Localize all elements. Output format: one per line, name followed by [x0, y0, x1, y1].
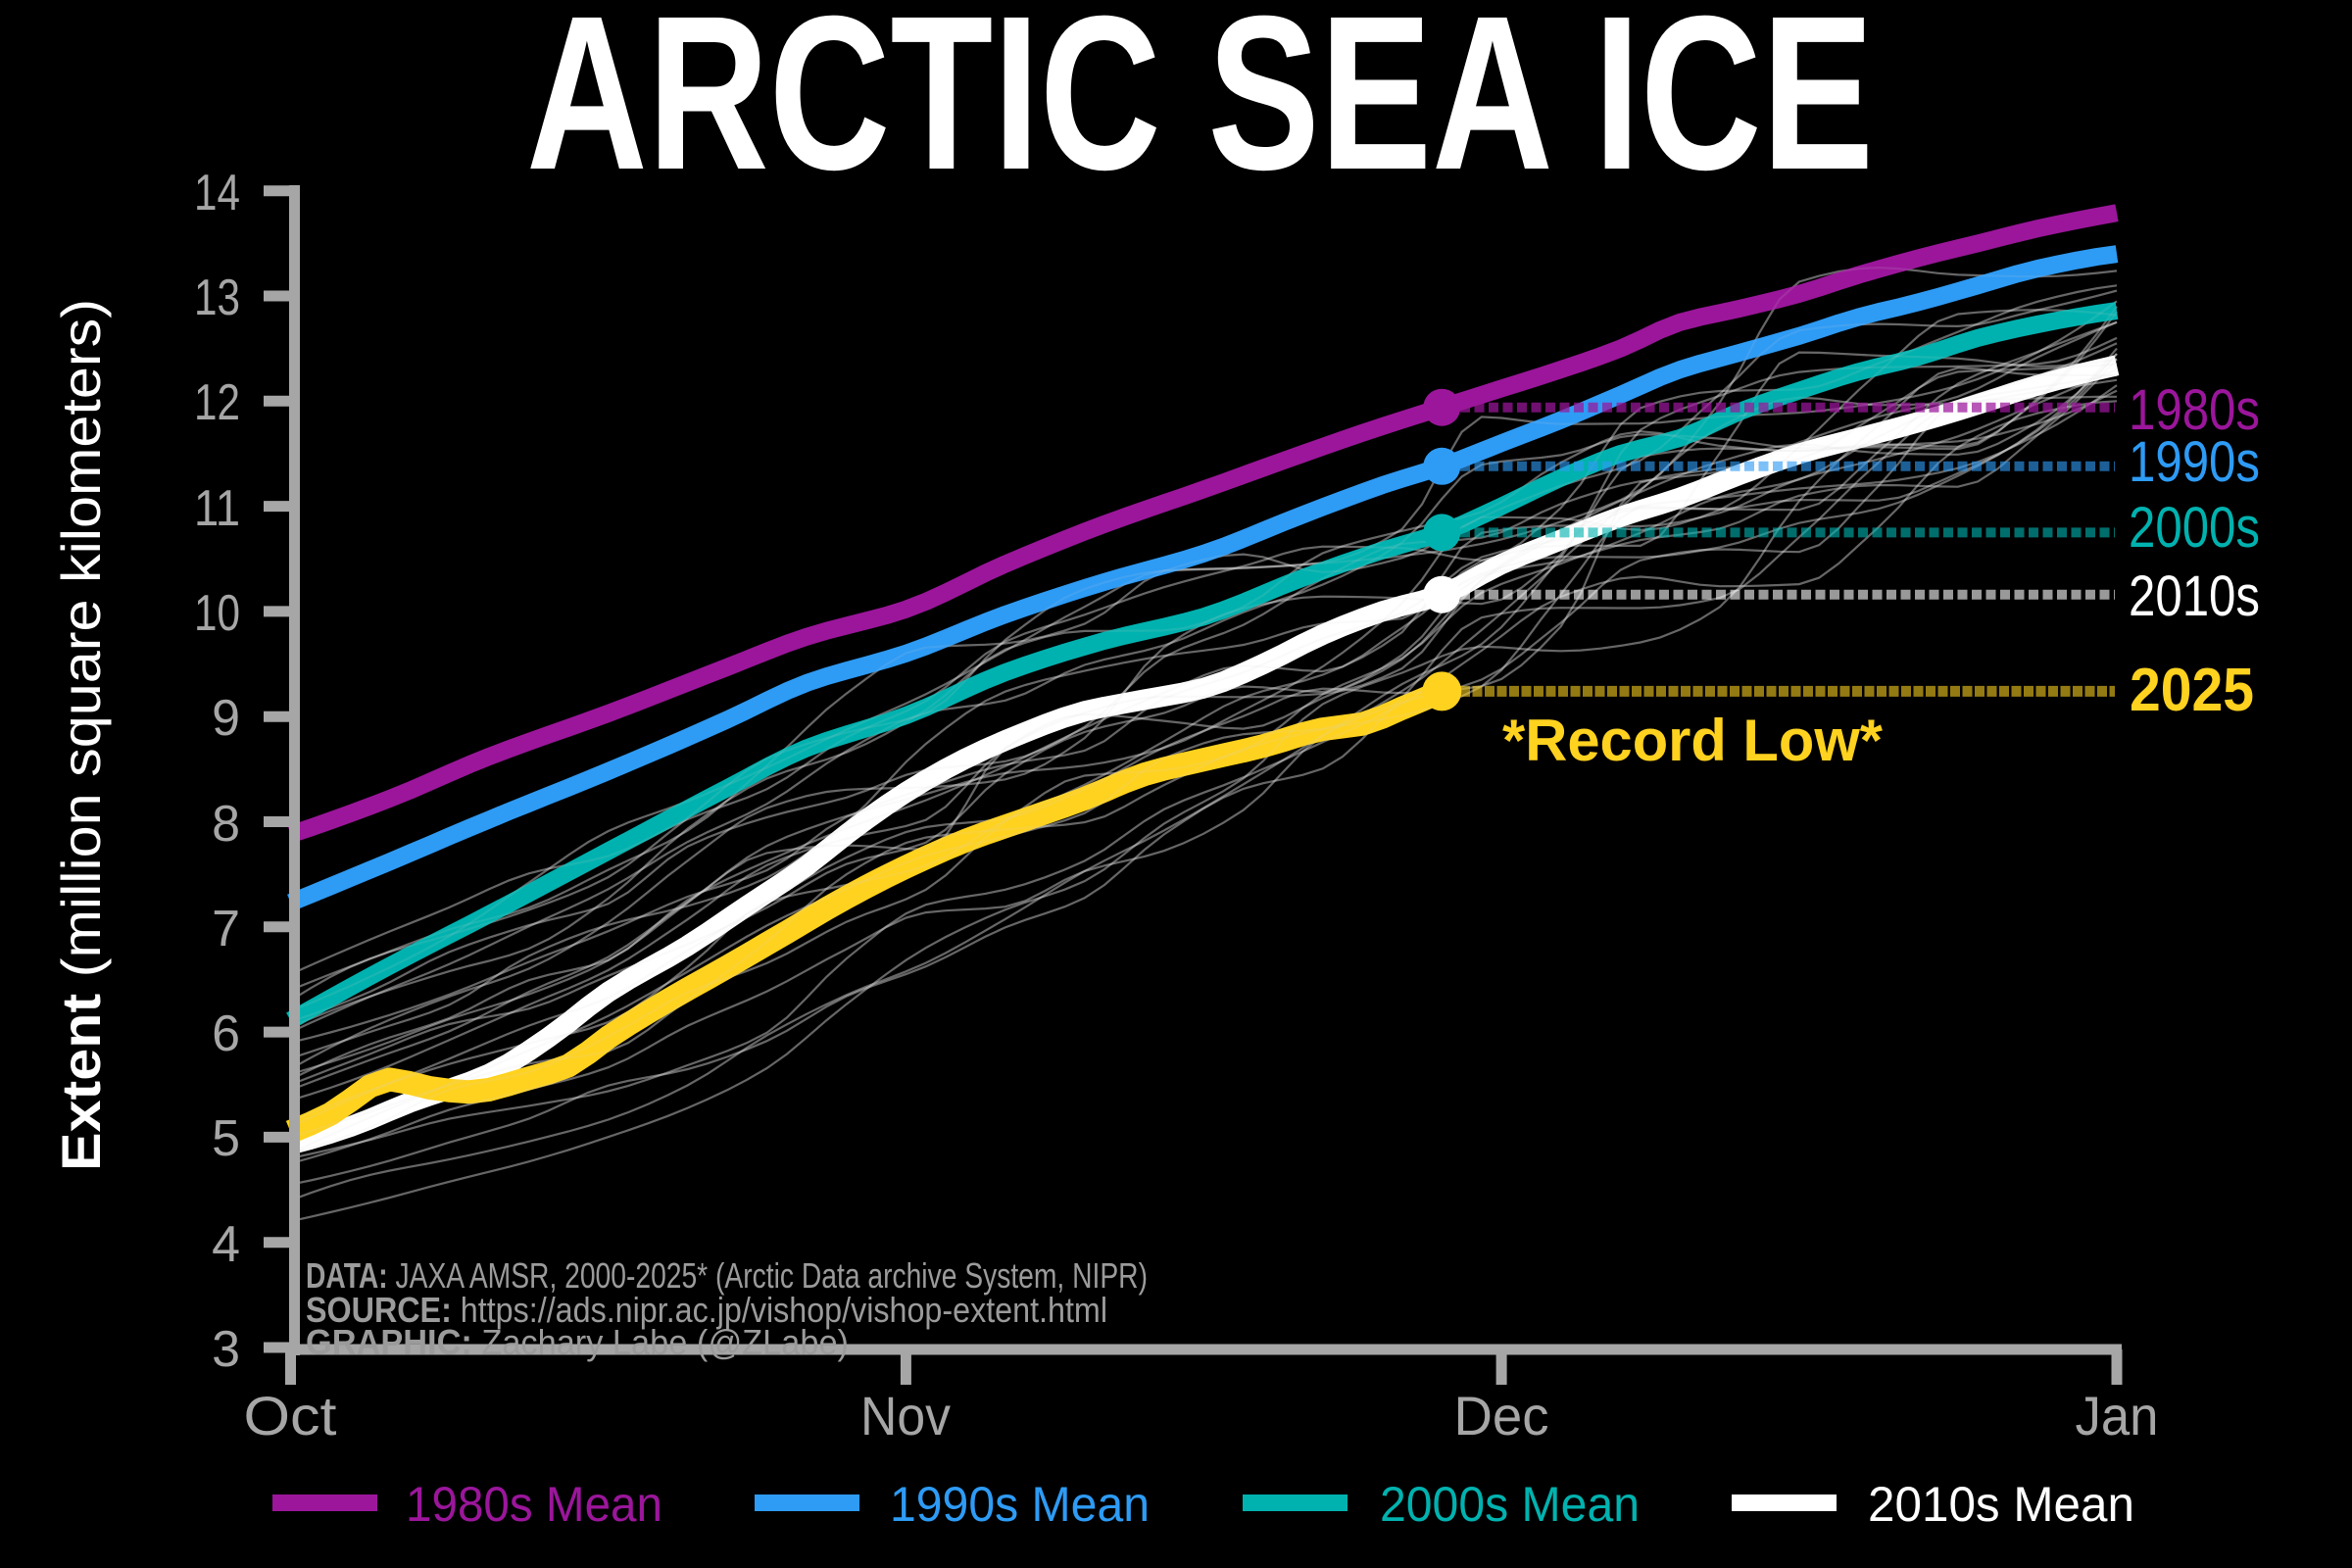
svg-text:6: 6 — [212, 1005, 240, 1062]
svg-text:10: 10 — [194, 585, 240, 642]
svg-text:*Record Low*: *Record Low* — [1502, 708, 1884, 773]
svg-text:7: 7 — [212, 901, 240, 957]
svg-text:1990s Mean: 1990s Mean — [890, 1477, 1150, 1532]
svg-text:2010s: 2010s — [2129, 564, 2260, 628]
svg-text:2000s Mean: 2000s Mean — [1380, 1477, 1640, 1532]
svg-text:Nov: Nov — [860, 1385, 951, 1446]
svg-text:5: 5 — [212, 1110, 240, 1167]
svg-text:8: 8 — [212, 796, 240, 853]
svg-text:DATA: JAXA AMSR, 2000-2025* (A: DATA: JAXA AMSR, 2000-2025* (Arctic Data… — [306, 1255, 1148, 1296]
svg-text:ARCTIC SEA ICE: ARCTIC SEA ICE — [526, 0, 1874, 216]
svg-text:2025: 2025 — [2130, 657, 2254, 724]
svg-text:1990s: 1990s — [2129, 430, 2260, 494]
svg-text:1980s Mean: 1980s Mean — [406, 1477, 662, 1532]
svg-text:2010s Mean: 2010s Mean — [1868, 1477, 2134, 1532]
svg-text:11: 11 — [194, 480, 240, 537]
svg-text:Extent (million square kilomet: Extent (million square kilometers) — [50, 299, 112, 1171]
svg-text:4: 4 — [212, 1216, 240, 1273]
svg-text:GRAPHIC: Zachary Labe (@ZLabe): GRAPHIC: Zachary Labe (@ZLabe) — [306, 1322, 849, 1362]
svg-text:SOURCE: https://ads.nipr.ac.jp: SOURCE: https://ads.nipr.ac.jp/vishop/vi… — [306, 1290, 1107, 1330]
svg-text:12: 12 — [194, 374, 240, 431]
svg-text:2000s: 2000s — [2129, 496, 2260, 560]
svg-text:9: 9 — [212, 690, 240, 747]
svg-text:14: 14 — [194, 165, 240, 221]
svg-text:Oct: Oct — [244, 1385, 337, 1446]
svg-text:Jan: Jan — [2076, 1385, 2159, 1446]
svg-text:1980s: 1980s — [2129, 378, 2260, 442]
svg-text:3: 3 — [212, 1321, 240, 1378]
svg-text:Dec: Dec — [1454, 1385, 1549, 1446]
svg-text:13: 13 — [194, 270, 240, 326]
